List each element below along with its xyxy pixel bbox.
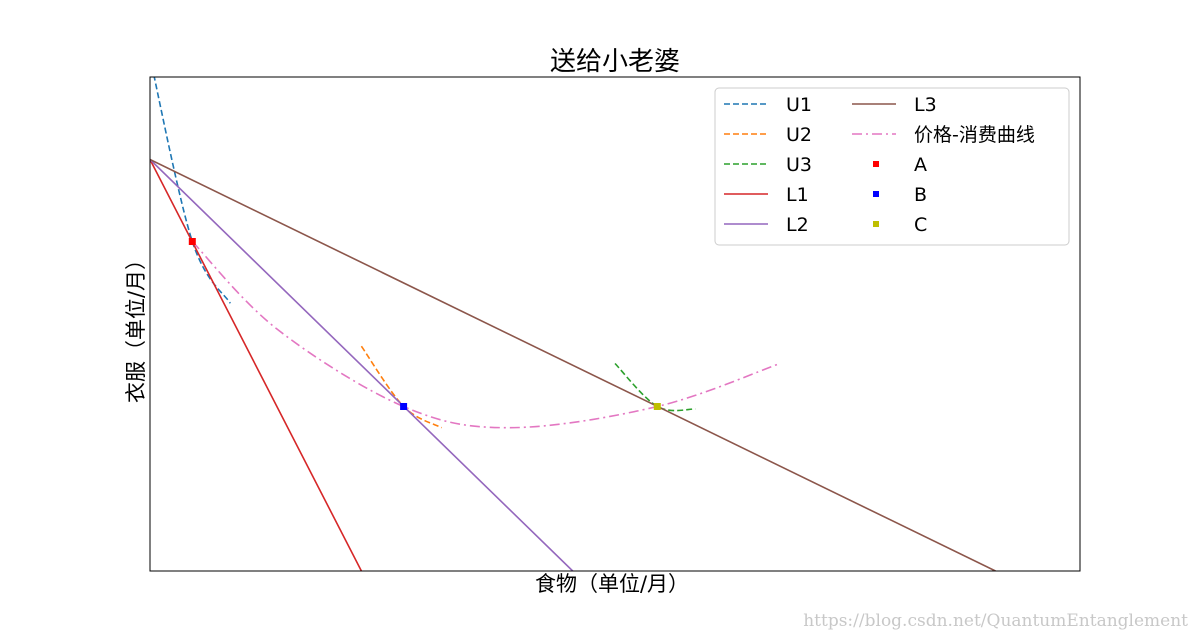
series-l3 <box>150 158 996 571</box>
legend-label-pcc: 价格-消费曲线 <box>914 124 1035 146</box>
legend-entry-l2: L2 <box>724 214 809 236</box>
point-b <box>400 403 408 410</box>
legend-entry-l1: L1 <box>724 184 809 206</box>
point-a <box>188 238 196 245</box>
series-l2 <box>150 158 574 571</box>
legend-label-u3: U3 <box>786 154 812 176</box>
legend-label-l3: L3 <box>914 94 937 116</box>
series-u3 <box>614 362 696 412</box>
legend-label-l1: L1 <box>786 184 809 206</box>
legend-entry-u2: U2 <box>724 124 812 146</box>
legend-label-b: B <box>914 184 927 206</box>
legend-marker-a <box>873 161 879 167</box>
watermark: https://blog.csdn.net/QuantumEntanglemen… <box>803 611 1188 631</box>
legend-label-c: C <box>914 214 927 236</box>
legend-box <box>714 87 1070 246</box>
legend-entry-l3: L3 <box>852 94 937 116</box>
legend-label-u1: U1 <box>786 94 812 116</box>
legend-label-u2: U2 <box>786 124 812 146</box>
series-pcc <box>191 240 781 429</box>
legend-entry-b: B <box>873 184 927 206</box>
legend-label-l2: L2 <box>786 214 809 236</box>
legend-marker-c <box>873 221 879 227</box>
legend-entry-c: C <box>873 214 927 236</box>
plot-frame <box>149 76 1081 572</box>
legend: U1 U2 U3 L1 L2 L3 价格-消费曲线 ABC <box>714 87 1070 246</box>
legend-marker-b <box>873 191 879 197</box>
series-u2 <box>360 345 443 429</box>
point-c <box>653 403 661 410</box>
legend-label-a: A <box>914 154 927 176</box>
plot-area <box>149 76 1081 572</box>
chart-title: 送给小老婆 <box>550 47 680 77</box>
legend-entry-a: A <box>873 154 927 176</box>
series-u1 <box>153 77 231 304</box>
y-axis-label: 衣服（单位/月） <box>124 249 148 403</box>
points-layer <box>188 238 661 410</box>
legend-entry-u1: U1 <box>724 94 812 116</box>
x-axis-label: 食物（单位/月） <box>535 572 689 596</box>
legend-entry-pcc: 价格-消费曲线 <box>852 124 1035 146</box>
series-l1 <box>150 159 363 571</box>
legend-entry-u3: U3 <box>724 154 812 176</box>
